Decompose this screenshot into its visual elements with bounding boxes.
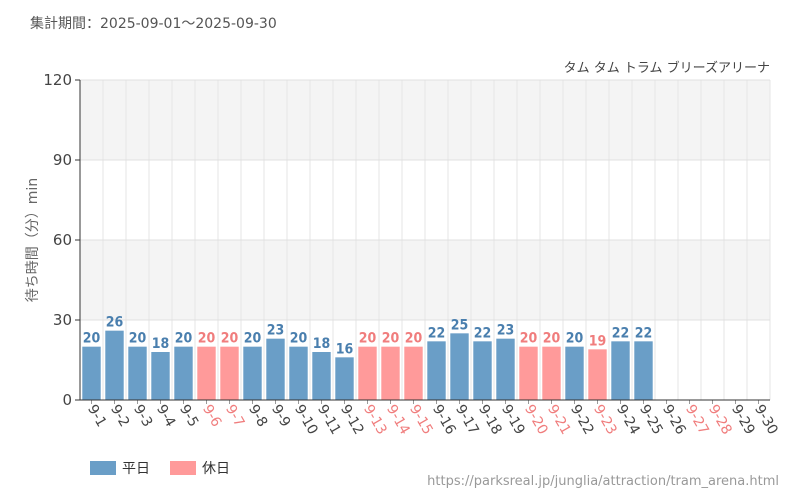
x-tick-label: 9-21 <box>544 402 574 438</box>
bar-value-label: 22 <box>428 325 446 341</box>
bar-value-label: 23 <box>497 323 515 339</box>
bar-value-label: 20 <box>405 331 423 347</box>
x-tick-label: 9-20 <box>521 402 551 438</box>
bar-value-label: 20 <box>198 331 216 347</box>
bar-value-label: 25 <box>451 317 469 333</box>
x-tick-label: 9-3 <box>130 402 155 430</box>
bar <box>427 341 446 400</box>
legend-label-weekday: 平日 <box>122 461 150 477</box>
bar <box>174 346 193 400</box>
x-tick-label: 9-19 <box>498 402 528 438</box>
bar <box>565 346 584 400</box>
y-tick-label: 60 <box>53 231 72 249</box>
bar <box>243 346 262 400</box>
y-tick-label: 0 <box>62 391 72 409</box>
bar-value-label: 20 <box>244 331 262 347</box>
bar-value-label: 20 <box>175 331 193 347</box>
bar-value-label: 22 <box>612 325 630 341</box>
x-tick-label: 9-14 <box>383 402 413 438</box>
bar-value-label: 20 <box>359 331 377 347</box>
x-tick-label: 9-29 <box>728 402 758 438</box>
y-axis-label: 待ち時間（分）min <box>25 178 41 302</box>
bar-value-label: 26 <box>106 315 124 331</box>
bar <box>542 346 561 400</box>
bar <box>312 352 331 400</box>
x-tick-label: 9-6 <box>199 402 224 430</box>
x-tick-label: 9-17 <box>452 402 482 438</box>
bar-value-label: 23 <box>267 323 285 339</box>
x-tick-label: 9-27 <box>682 402 712 438</box>
bar <box>450 333 469 400</box>
bar-value-label: 16 <box>336 341 354 357</box>
bar-value-label: 20 <box>566 331 584 347</box>
x-tick-label: 9-25 <box>636 402 666 438</box>
x-tick-label: 9-9 <box>268 402 293 430</box>
legend-swatch-weekday <box>90 461 116 475</box>
bar <box>611 341 630 400</box>
chart-title: タム タム トラム ブリーズアリーナ <box>564 60 770 76</box>
bar <box>289 346 308 400</box>
bar-value-label: 20 <box>382 331 400 347</box>
legend-item-weekday: 平日 <box>90 458 150 478</box>
bar <box>105 330 124 400</box>
y-tick-label: 120 <box>43 71 72 89</box>
x-tick-label: 9-16 <box>429 402 459 438</box>
x-tick-label: 9-28 <box>705 402 735 438</box>
bar-value-label: 20 <box>83 331 101 347</box>
bar-value-label: 19 <box>589 333 607 349</box>
bar-value-label: 20 <box>543 331 561 347</box>
bar <box>496 338 515 400</box>
bar <box>220 346 239 400</box>
y-tick-label: 90 <box>53 151 72 169</box>
bar-value-label: 20 <box>520 331 538 347</box>
x-tick-label: 9-15 <box>406 402 436 438</box>
x-tick-label: 9-30 <box>751 402 781 438</box>
bar-value-label: 20 <box>290 331 308 347</box>
bar-value-label: 20 <box>129 331 147 347</box>
x-tick-label: 9-2 <box>107 402 132 430</box>
x-tick-label: 9-22 <box>567 402 597 438</box>
collection-period: 集計期間：2025-09-01～2025-09-30 <box>30 16 277 32</box>
source-url[interactable]: https://parksreal.jp/junglia/attraction/… <box>427 474 779 489</box>
x-tick-label: 9-26 <box>659 402 689 438</box>
legend: 平日 休日 <box>90 458 250 478</box>
bar <box>588 349 607 400</box>
bar-value-label: 20 <box>221 331 239 347</box>
bar <box>82 346 101 400</box>
bar <box>151 352 170 400</box>
bar <box>335 357 354 400</box>
y-tick-label: 30 <box>53 311 72 329</box>
legend-swatch-holiday <box>170 461 196 475</box>
bar <box>266 338 285 400</box>
bar <box>358 346 377 400</box>
bar <box>404 346 423 400</box>
bar <box>128 346 147 400</box>
bar-value-label: 18 <box>313 336 331 352</box>
legend-item-holiday: 休日 <box>170 458 230 478</box>
bar <box>519 346 538 400</box>
x-tick-label: 9-8 <box>245 402 270 430</box>
x-tick-label: 9-11 <box>314 402 344 438</box>
x-tick-label: 9-12 <box>337 402 367 438</box>
bar-value-label: 22 <box>474 325 492 341</box>
x-tick-label: 9-24 <box>613 402 643 438</box>
bar <box>381 346 400 400</box>
x-tick-label: 9-10 <box>291 402 321 438</box>
x-tick-label: 9-7 <box>222 402 247 430</box>
x-tick-label: 9-23 <box>590 402 620 438</box>
bar <box>473 341 492 400</box>
x-tick-label: 9-1 <box>84 402 109 430</box>
x-tick-label: 9-4 <box>153 402 178 430</box>
bar <box>197 346 216 400</box>
x-tick-label: 9-13 <box>360 402 390 438</box>
bar-value-label: 18 <box>152 336 170 352</box>
bar-value-label: 22 <box>635 325 653 341</box>
bar <box>634 341 653 400</box>
legend-label-holiday: 休日 <box>202 461 230 477</box>
x-tick-label: 9-18 <box>475 402 505 438</box>
x-tick-label: 9-5 <box>176 402 201 430</box>
